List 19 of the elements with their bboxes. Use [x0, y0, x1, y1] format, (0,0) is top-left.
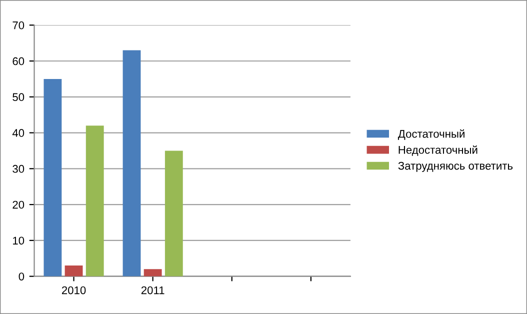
bar [86, 126, 104, 276]
y-tick-label: 60 [12, 57, 24, 66]
bar [144, 269, 162, 276]
y-tick-label: 50 [12, 93, 24, 102]
y-tick-label: 10 [13, 236, 24, 245]
y-tick-label: 70 [12, 21, 24, 30]
y-tick-label: 0 [18, 272, 24, 280]
bar [64, 266, 83, 276]
bar [44, 78, 62, 276]
legend-label: Недостаточный [398, 145, 478, 156]
bar [164, 150, 183, 276]
legend-label: Достаточный [398, 129, 464, 140]
x-tick-label: 2010 [62, 286, 86, 294]
y-tick-label: 40 [12, 129, 24, 137]
y-tick-label: 20 [12, 200, 24, 209]
x-tick-label: 2011 [141, 286, 164, 294]
y-tick-label: 30 [12, 164, 24, 173]
legend-label: Затрудняюсь ответить [398, 162, 513, 172]
bar [122, 50, 141, 276]
